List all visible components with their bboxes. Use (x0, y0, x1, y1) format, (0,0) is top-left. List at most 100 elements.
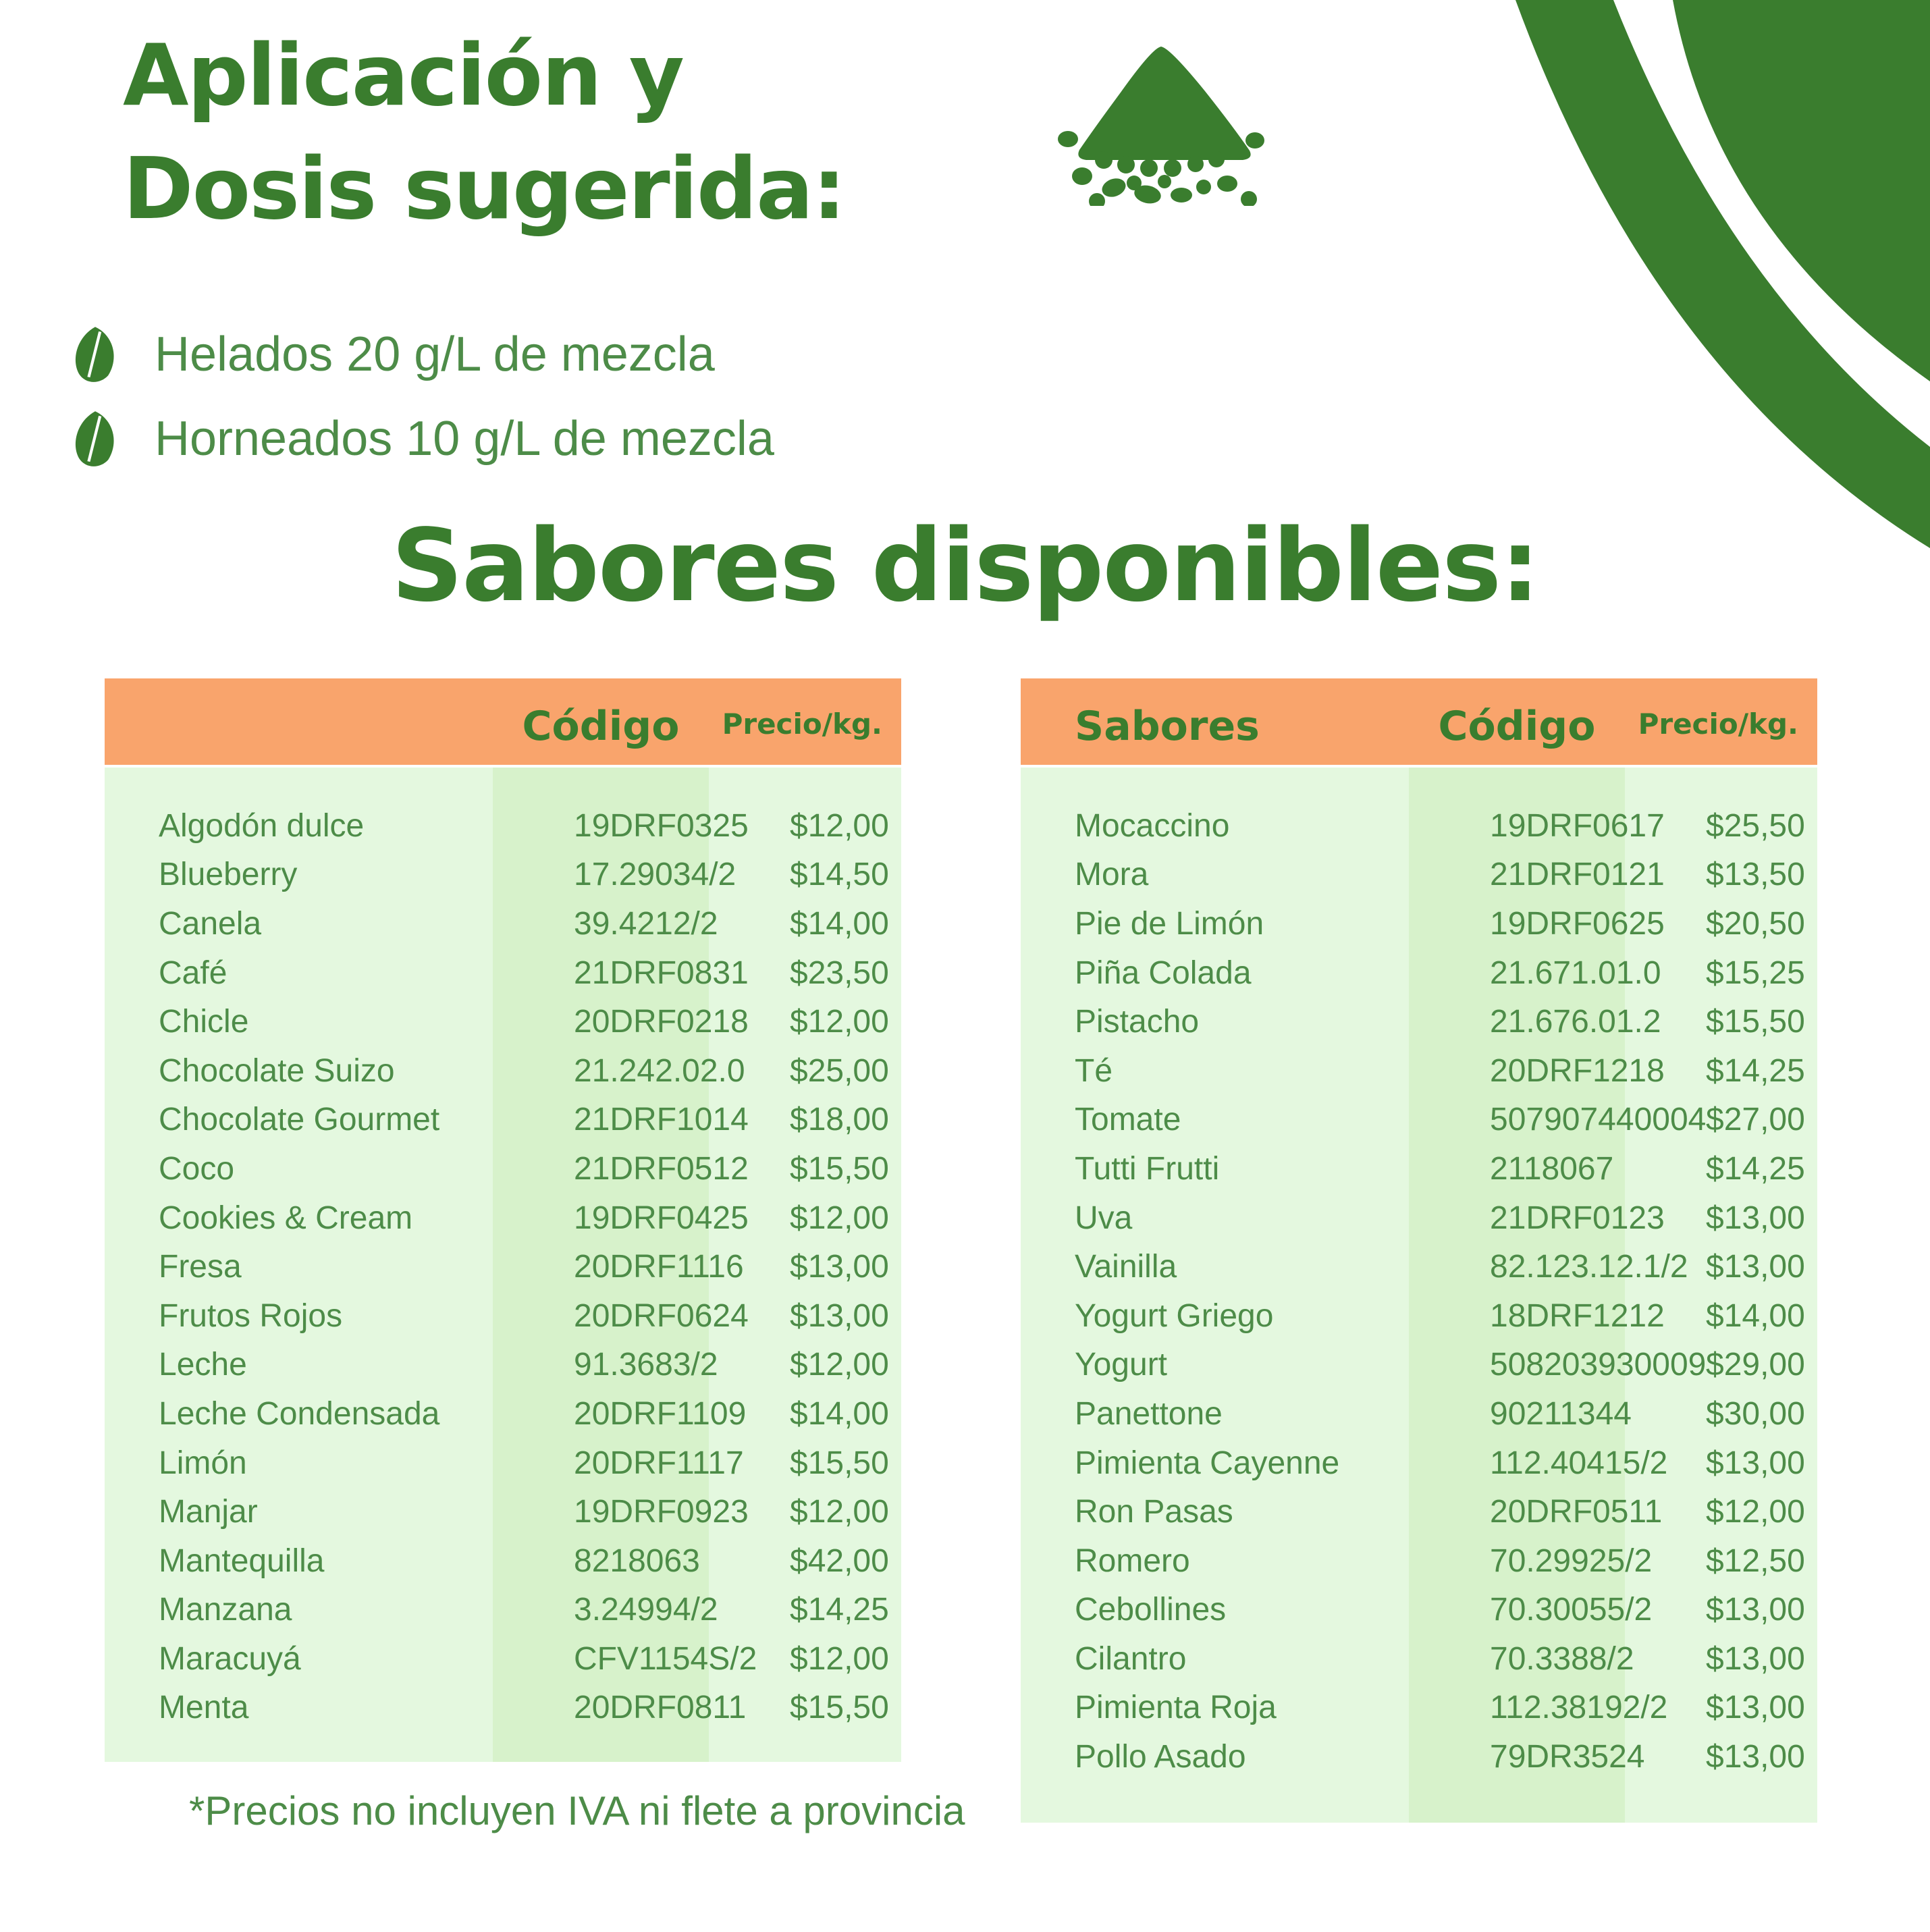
flavor-cell: Yogurt Griego (1075, 1297, 1274, 1334)
table-row: Yogurt Griego 18DRF1212 $14,00 (1021, 1291, 1817, 1341)
header-codigo: Código (522, 703, 680, 750)
price-cell: $18,00 (790, 1102, 889, 1138)
powder-pile-icon (1058, 47, 1264, 206)
code-cell: 19DRF0923 (574, 1494, 749, 1530)
table-row: Canela 39.4212/2 $14,00 (105, 899, 901, 948)
code-cell: 21DRF0512 (574, 1150, 749, 1187)
flavor-cell: Manzana (159, 1592, 292, 1628)
header-precio: Precio/kg. (1638, 707, 1798, 741)
price-cell: $13,00 (1706, 1592, 1805, 1628)
table-row: Frutos Rojos 20DRF0624 $13,00 (105, 1291, 901, 1341)
price-cell: $20,50 (1706, 905, 1805, 942)
price-cell: $12,00 (790, 807, 889, 844)
code-cell: 21DRF0123 (1490, 1200, 1665, 1236)
table-rows: Mocaccino 19DRF0617 $25,50 Mora 21DRF0121 $13… (1021, 768, 1817, 1781)
table-row: Cilantro 70.3388/2 $13,00 (1021, 1634, 1817, 1684)
flavor-cell: Romero (1075, 1542, 1190, 1579)
table-row: Pimienta Roja 112.38192/2 $13,00 (1021, 1684, 1817, 1733)
flavor-cell: Menta (159, 1690, 249, 1726)
code-cell: 3.24994/2 (574, 1592, 718, 1628)
table-row: Chocolate Suizo 21.242.02.0 $25,00 (105, 1046, 901, 1096)
price-cell: $13,50 (1706, 857, 1805, 893)
price-cell: $12,00 (790, 1640, 889, 1677)
flavor-cell: Mora (1075, 857, 1149, 893)
code-cell: 20DRF0811 (574, 1690, 747, 1726)
table-row: Ron Pasas 20DRF0511 $12,00 (1021, 1487, 1817, 1536)
price-cell: $14,00 (1706, 1297, 1805, 1334)
flavor-cell: Manjar (159, 1494, 258, 1530)
table-row: Mantequilla 8218063 $42,00 (105, 1536, 901, 1586)
price-cell: $25,50 (1706, 807, 1805, 844)
leaf-bullet-icon (75, 410, 114, 466)
price-cell: $30,00 (1706, 1395, 1805, 1432)
flavor-cell: Frutos Rojos (159, 1297, 343, 1334)
page-title: Aplicación y Dosis sugerida: (123, 19, 846, 245)
price-cell: $25,00 (790, 1052, 889, 1089)
leaf-bullet-icon (75, 326, 114, 382)
price-cell: $14,00 (790, 1395, 889, 1432)
table-header: Sabores Código Precio/kg. (1021, 678, 1817, 765)
flavor-cell: Piña Colada (1075, 955, 1252, 991)
price-cell: $13,00 (790, 1249, 889, 1285)
flavor-cell: Blueberry (159, 857, 298, 893)
flavor-cell: Ron Pasas (1075, 1494, 1233, 1530)
flavor-cell: Chocolate Gourmet (159, 1102, 440, 1138)
flavor-cell: Pie de Limón (1075, 905, 1264, 942)
price-cell: $14,00 (790, 905, 889, 942)
table-row: Yogurt 508203930009 $29,00 (1021, 1341, 1817, 1390)
code-cell: 21.242.02.0 (574, 1052, 745, 1089)
code-cell: 2118067 (1490, 1150, 1614, 1187)
code-cell: 82.123.12.1/2 (1490, 1249, 1688, 1285)
code-cell: 18DRF1212 (1490, 1297, 1665, 1334)
flavor-cell: Vainilla (1075, 1249, 1177, 1285)
table-body: Algodón dulce 19DRF0325 $12,00 Blueberry 17.… (105, 768, 901, 1762)
price-cell: $13,00 (790, 1297, 889, 1334)
price-cell: $15,50 (790, 1445, 889, 1481)
table-row: Piña Colada 21.671.01.0 $15,25 (1021, 948, 1817, 998)
header-codigo: Código (1438, 703, 1596, 750)
flavor-cell: Fresa (159, 1249, 242, 1285)
table-row: Menta 20DRF0811 $15,50 (105, 1684, 901, 1733)
table-row: Leche 91.3683/2 $12,00 (105, 1341, 901, 1390)
price-cell: $12,00 (1706, 1494, 1805, 1530)
table-row: Fresa 20DRF1116 $13,00 (105, 1242, 901, 1291)
code-cell: 21DRF1014 (574, 1102, 749, 1138)
flavor-cell: Uva (1075, 1200, 1133, 1236)
flavors-table-right: Sabores Código Precio/kg. Mocaccino 19DRF… (1021, 678, 1817, 1823)
corner-swoosh-decoration (1516, 0, 1930, 548)
flavor-cell: Chicle (159, 1004, 249, 1040)
code-cell: 21DRF0121 (1490, 857, 1665, 893)
table-row: Cebollines 70.30055/2 $13,00 (1021, 1586, 1817, 1635)
table-row: Mora 21DRF0121 $13,50 (1021, 851, 1817, 900)
price-cell: $12,50 (1706, 1542, 1805, 1579)
table-rows: Algodón dulce 19DRF0325 $12,00 Blueberry 17.… (105, 768, 901, 1732)
flavor-cell: Pistacho (1075, 1004, 1200, 1040)
table-row: Algodón dulce 19DRF0325 $12,00 (105, 801, 901, 851)
price-cell: $13,00 (1706, 1445, 1805, 1481)
price-cell: $12,00 (790, 1494, 889, 1530)
flavor-cell: Canela (159, 905, 262, 942)
flavor-cell: Chocolate Suizo (159, 1052, 395, 1089)
flavor-cell: Leche (159, 1347, 247, 1383)
code-cell: 39.4212/2 (574, 905, 718, 942)
price-cell: $12,00 (790, 1004, 889, 1040)
flavor-cell: Mocaccino (1075, 807, 1230, 844)
code-cell: 70.3388/2 (1490, 1640, 1634, 1677)
code-cell: 21.671.01.0 (1490, 955, 1661, 991)
code-cell: 91.3683/2 (574, 1347, 718, 1383)
table-row: Maracuyá CFV1154S/2 $12,00 (105, 1634, 901, 1684)
price-cell: $27,00 (1706, 1102, 1805, 1138)
price-cell: $14,50 (790, 857, 889, 893)
price-cell: $13,00 (1706, 1690, 1805, 1726)
dosage-item-horneados: Horneados 10 g/L de mezcla (71, 396, 774, 481)
table-row: Manjar 19DRF0923 $12,00 (105, 1487, 901, 1536)
page-title-line1: Aplicación y (123, 26, 685, 125)
table-row: Té 20DRF1218 $14,25 (1021, 1046, 1817, 1096)
flavor-cell: Algodón dulce (159, 807, 365, 844)
code-cell: 20DRF1116 (574, 1249, 744, 1285)
price-cell: $15,50 (790, 1150, 889, 1187)
table-row: Pistacho 21.676.01.2 $15,50 (1021, 997, 1817, 1046)
code-cell: 20DRF0218 (574, 1004, 749, 1040)
flavor-cell: Pimienta Cayenne (1075, 1445, 1340, 1481)
code-cell: 70.29925/2 (1490, 1542, 1653, 1579)
